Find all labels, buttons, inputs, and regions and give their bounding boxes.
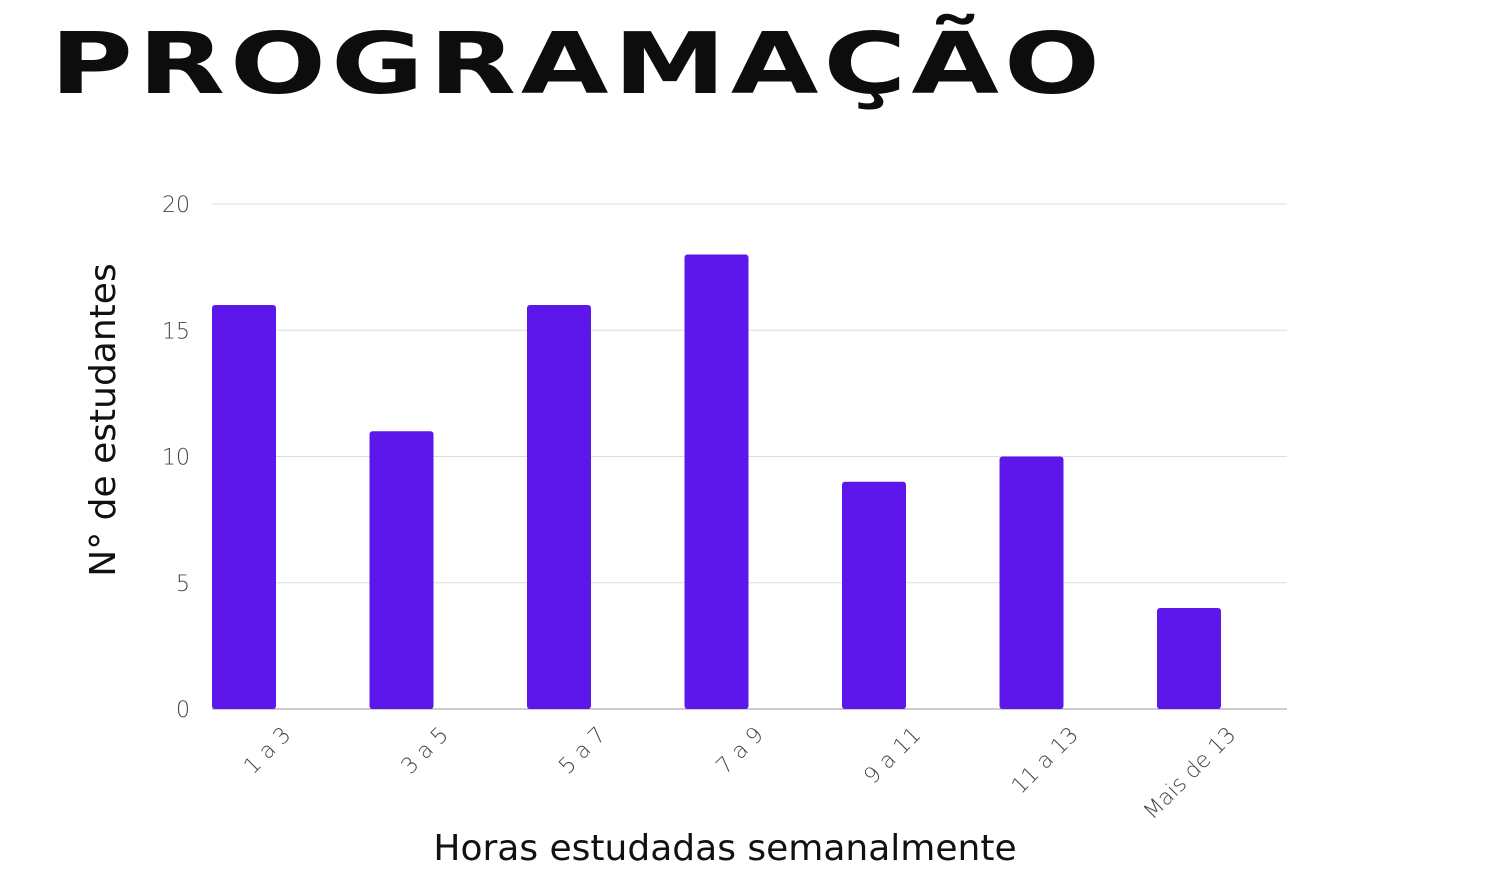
x-tick-label: 1 a 3: [239, 723, 296, 780]
bar: [999, 456, 1064, 709]
bar: [369, 431, 434, 709]
x-axis-title: Horas estudadas semanalmente: [433, 828, 1016, 869]
y-tick-label: 15: [162, 319, 190, 344]
x-tick-label: 3 a 5: [397, 723, 454, 780]
y-tick-label: 5: [176, 572, 190, 597]
bar: [842, 481, 906, 709]
y-tick-label: 20: [162, 193, 190, 218]
x-tick-label: 5 a 7: [554, 723, 611, 780]
bars: [212, 254, 1221, 709]
y-tick-label: 0: [176, 698, 190, 723]
x-tick-label: 9 a 11: [859, 723, 926, 790]
x-tick-label: 11 a 13: [1007, 723, 1084, 800]
bar: [527, 305, 591, 709]
bar: [1157, 608, 1221, 709]
x-tick-label: Mais de 13: [1139, 723, 1241, 825]
y-tick-label: 10: [162, 446, 190, 471]
bar: [212, 305, 276, 709]
bar: [684, 254, 749, 709]
y-axis-ticks: 0 5 10 15 20: [162, 193, 190, 723]
page-title: PROGRAMAÇÃO: [50, 14, 1105, 114]
y-axis-title: N° de estudantes: [83, 263, 124, 576]
x-tick-label: 7 a 9: [712, 723, 769, 780]
x-axis-ticks: 1 a 3 3 a 5 5 a 7 7 a 9 9 a 11 11 a 13 Mais de…: [239, 723, 1241, 825]
